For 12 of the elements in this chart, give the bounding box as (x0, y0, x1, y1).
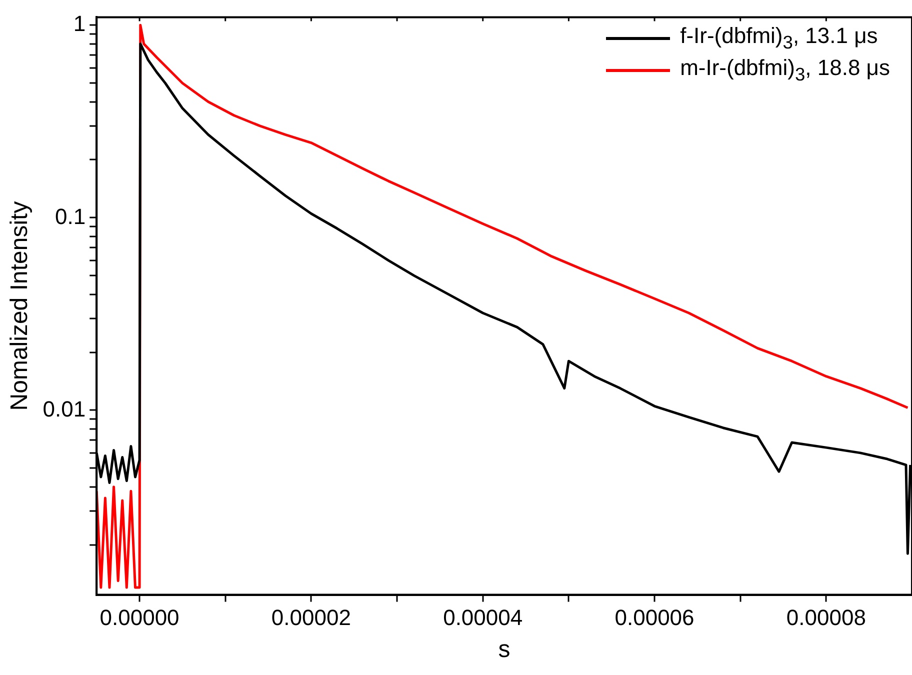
legend-label: m-Ir-(dbfmi)$_{3}$, 18.8 μs (680, 54, 890, 86)
y-tick-label: 0.01 (42, 396, 86, 422)
x-tick-label: 0.00006 (614, 605, 694, 630)
x-tick-label: 0.00002 (271, 605, 351, 630)
x-tick-label: 0.00008 (786, 605, 866, 630)
legend-label: f-Ir-(dbfmi)$_{3}$, 13.1 μs (680, 22, 878, 54)
y-tick-label: 1 (73, 11, 86, 36)
y-tick-label: 0.1 (55, 204, 86, 229)
x-tick-label: 0.00000 (100, 605, 180, 630)
y-axis-title: Nomalized Intensity (6, 201, 34, 411)
x-axis-title: s (498, 636, 510, 664)
x-tick-label: 0.00004 (443, 605, 523, 630)
